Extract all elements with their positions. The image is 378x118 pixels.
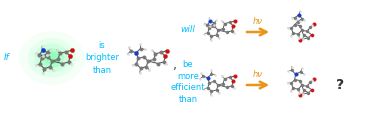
Ellipse shape <box>19 31 85 85</box>
Ellipse shape <box>34 44 70 72</box>
Text: be
more
efficient
than: be more efficient than <box>171 60 205 104</box>
Text: hν: hν <box>253 70 263 79</box>
Ellipse shape <box>28 38 76 78</box>
Text: ?: ? <box>336 78 344 92</box>
Text: hν: hν <box>253 17 263 26</box>
Text: is
brighter
than: is brighter than <box>85 41 119 75</box>
Ellipse shape <box>44 52 60 64</box>
Text: ,: , <box>173 59 177 72</box>
Text: If: If <box>4 53 10 63</box>
Ellipse shape <box>40 48 64 68</box>
Text: will: will <box>181 25 195 34</box>
